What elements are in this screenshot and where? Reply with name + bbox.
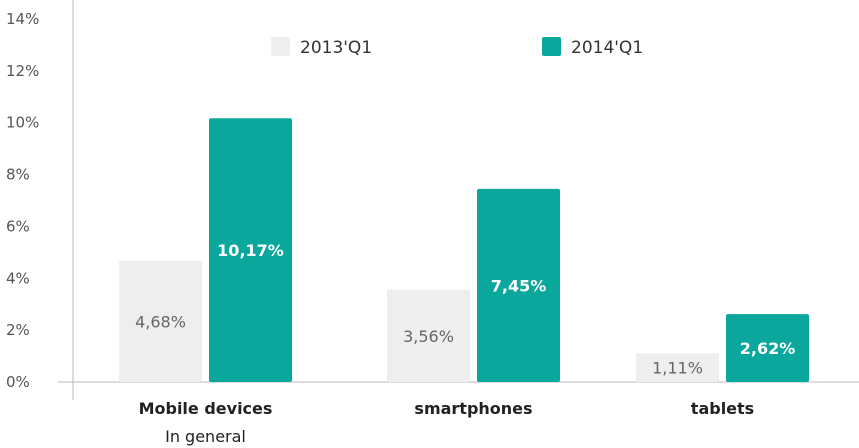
data-label: 2,62% bbox=[740, 339, 796, 358]
y-tick-label: 0% bbox=[6, 373, 30, 391]
bar-series-a bbox=[119, 260, 202, 382]
x-category-label: smartphones bbox=[414, 399, 532, 418]
y-tick-label: 4% bbox=[6, 269, 30, 287]
data-label: 7,45% bbox=[491, 276, 547, 295]
legend-label: 2013'Q1 bbox=[300, 38, 372, 58]
bar-series-b bbox=[477, 188, 560, 382]
y-tick-label: 8% bbox=[6, 166, 30, 184]
legend-swatch bbox=[271, 37, 290, 56]
bars: 4,68% 10,17% 3,56% 7,45% 1,11% 2,62% bbox=[119, 118, 809, 382]
data-label: 4,68% bbox=[135, 312, 186, 331]
x-category-label: Mobile devices bbox=[139, 399, 273, 418]
y-tick-label: 2% bbox=[6, 321, 30, 339]
data-label: 10,17% bbox=[217, 241, 284, 260]
data-label: 3,56% bbox=[403, 327, 454, 346]
y-axis: 0% 2% 4% 6% 8% 10% 12% 14% bbox=[6, 10, 39, 391]
bar-series-a bbox=[636, 353, 719, 382]
y-tick-label: 12% bbox=[6, 62, 39, 80]
x-category-label: tablets bbox=[691, 399, 754, 418]
x-axis-labels: Mobile devices In general smartphones table… bbox=[139, 399, 755, 446]
x-category-sublabel: In general bbox=[165, 427, 246, 446]
legend-label: 2014'Q1 bbox=[571, 38, 643, 58]
y-tick-label: 14% bbox=[6, 10, 39, 28]
y-tick-label: 10% bbox=[6, 114, 39, 132]
y-tick-label: 6% bbox=[6, 217, 30, 235]
bar-series-a bbox=[387, 289, 470, 382]
bar-series-b bbox=[209, 118, 292, 382]
bar-series-b bbox=[726, 314, 809, 382]
legend: 2013'Q1 2014'Q1 bbox=[271, 37, 643, 58]
data-label: 1,11% bbox=[652, 359, 703, 378]
legend-swatch bbox=[542, 37, 561, 56]
